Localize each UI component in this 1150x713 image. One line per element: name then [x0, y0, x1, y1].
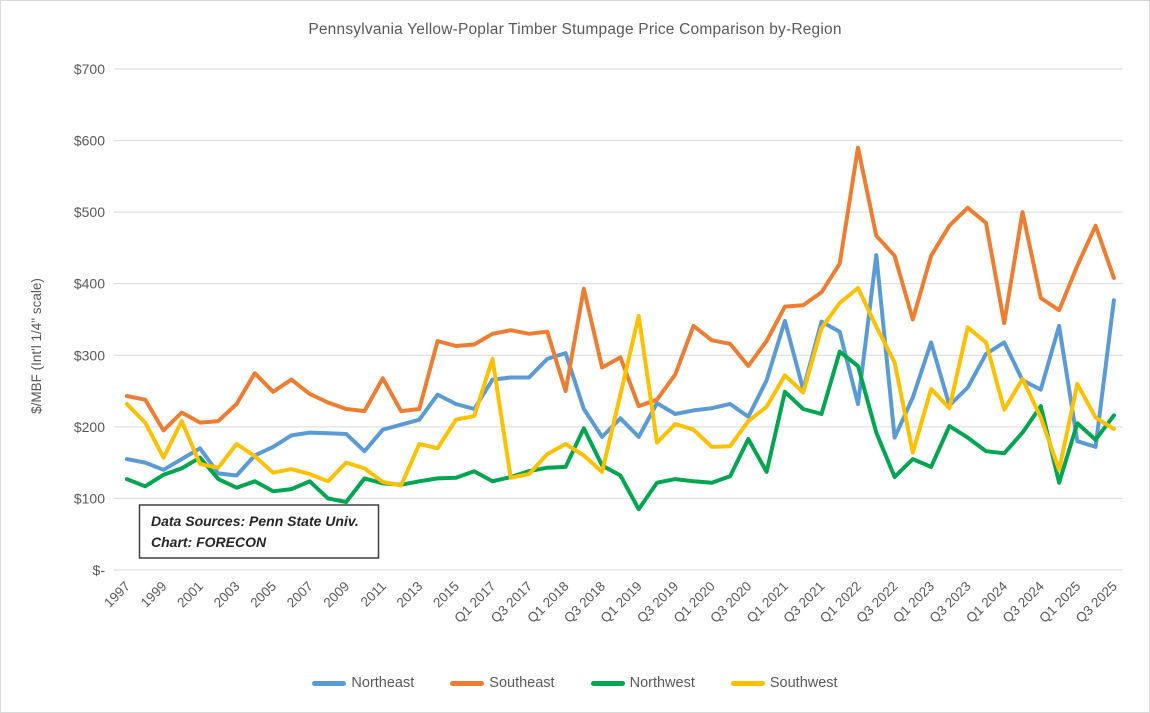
chart-title: Pennsylvania Yellow-Poplar Timber Stumpa…	[308, 21, 842, 38]
legend-swatch-southwest	[730, 680, 765, 686]
annotation-text-line: Chart: FORECON	[151, 534, 267, 550]
annotation-box-border	[138, 504, 380, 559]
legend-item-northwest: Northwest	[590, 675, 695, 691]
y-axis-tick-label: $700	[74, 61, 105, 77]
y-axis-title: $/MBF (Int'l 1/4" scale)	[29, 278, 44, 414]
y-axis-tick-label: $100	[74, 490, 105, 506]
legend-item-northeast: Northeast	[312, 675, 414, 691]
legend-item-southeast: Southeast	[450, 675, 555, 691]
legend-label-northeast: Northeast	[351, 675, 415, 691]
legend-swatch-northeast	[312, 680, 347, 686]
x-axis-tick-label: 1999	[138, 579, 170, 611]
legend-swatch-southeast	[450, 680, 485, 686]
legend-label-southeast: Southeast	[489, 675, 555, 691]
legend-label-northwest: Northwest	[629, 675, 695, 691]
x-axis-tick-label: 2001	[174, 579, 206, 611]
annotation-box: Data Sources: Penn State Univ. Chart: FOR…	[138, 504, 380, 559]
x-axis-tick-label: 2005	[247, 579, 279, 611]
x-axis-tick-label: 2015	[430, 579, 462, 611]
y-axis-tick-label: $400	[74, 276, 105, 292]
series-line-southwest	[124, 286, 1116, 488]
legend-label-southwest: Southwest	[769, 675, 838, 691]
x-axis-tick-label: 2011	[358, 579, 389, 610]
series-line-southeast	[124, 145, 1116, 433]
x-axis-tick-label: 2003	[211, 579, 243, 611]
y-axis-tick-label: $-	[93, 562, 106, 578]
x-axis-tick-label: 2013	[394, 579, 426, 611]
series-line-northwest	[124, 349, 1116, 512]
x-axis-tick-label: 2007	[284, 579, 316, 611]
y-axis-tick-label: $300	[74, 347, 105, 363]
x-axis-tick-label: 1997	[101, 579, 133, 611]
y-axis-tick-label: $200	[74, 419, 105, 435]
y-axis-tick-label: $500	[74, 204, 105, 220]
legend-swatch-northwest	[590, 680, 625, 686]
x-axis-tick-label: 2009	[321, 579, 353, 611]
annotation-text-line: Data Sources: Penn State Univ.	[151, 513, 359, 529]
legend: Northeast Southeast Northwest Southwest	[1, 669, 1149, 697]
series-line-northeast	[124, 253, 1116, 478]
legend-item-southwest: Southwest	[730, 675, 838, 691]
y-axis-tick-label: $600	[74, 133, 105, 149]
